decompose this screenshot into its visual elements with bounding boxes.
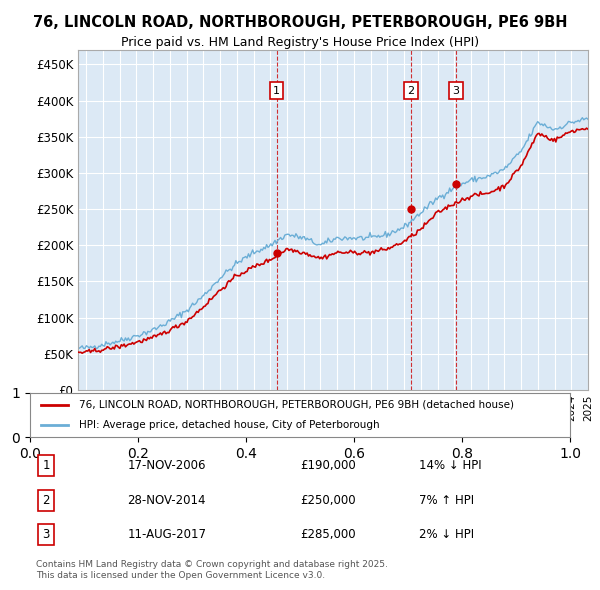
Text: 3: 3 [452, 86, 460, 96]
Text: 2: 2 [407, 86, 415, 96]
Text: 14% ↓ HPI: 14% ↓ HPI [419, 460, 481, 473]
Text: 76, LINCOLN ROAD, NORTHBOROUGH, PETERBOROUGH, PE6 9BH (detached house): 76, LINCOLN ROAD, NORTHBOROUGH, PETERBOR… [79, 400, 514, 410]
Text: 11-AUG-2017: 11-AUG-2017 [127, 528, 206, 541]
FancyBboxPatch shape [0, 380, 600, 450]
Text: Contains HM Land Registry data © Crown copyright and database right 2025.
This d: Contains HM Land Registry data © Crown c… [36, 560, 388, 580]
Text: 2% ↓ HPI: 2% ↓ HPI [419, 528, 474, 541]
Text: 17-NOV-2006: 17-NOV-2006 [127, 460, 206, 473]
Text: HPI: Average price, detached house, City of Peterborough: HPI: Average price, detached house, City… [79, 420, 379, 430]
Text: £285,000: £285,000 [300, 528, 356, 541]
Text: 1: 1 [273, 86, 280, 96]
Text: Price paid vs. HM Land Registry's House Price Index (HPI): Price paid vs. HM Land Registry's House … [121, 37, 479, 50]
Text: 7% ↑ HPI: 7% ↑ HPI [419, 494, 474, 507]
Text: 2: 2 [43, 494, 50, 507]
Text: £190,000: £190,000 [300, 460, 356, 473]
Text: 1: 1 [43, 460, 50, 473]
Text: 76, LINCOLN ROAD, NORTHBOROUGH, PETERBOROUGH, PE6 9BH: 76, LINCOLN ROAD, NORTHBOROUGH, PETERBOR… [33, 15, 567, 30]
Text: 28-NOV-2014: 28-NOV-2014 [127, 494, 206, 507]
Text: £250,000: £250,000 [300, 494, 356, 507]
Text: 3: 3 [43, 528, 50, 541]
